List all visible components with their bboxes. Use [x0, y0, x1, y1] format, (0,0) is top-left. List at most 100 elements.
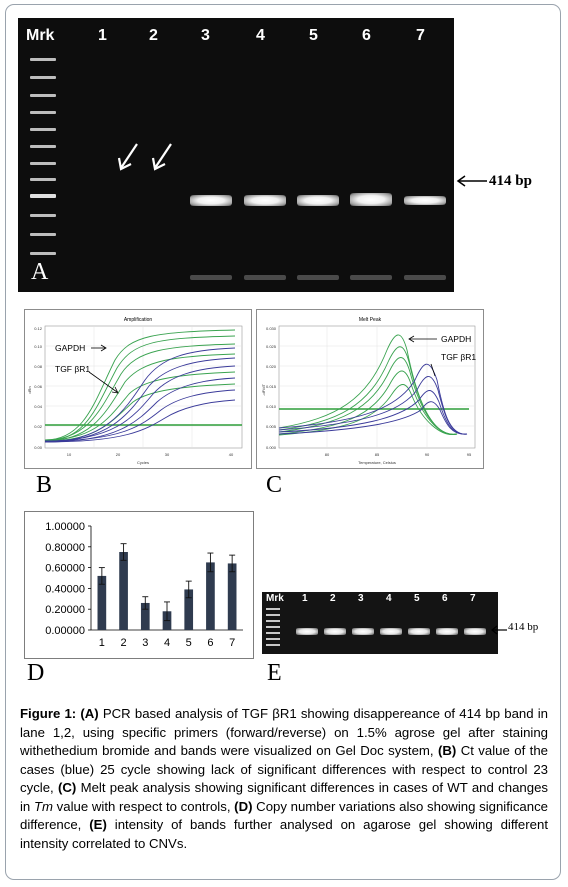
bar	[206, 562, 215, 630]
svg-text:20: 20	[116, 452, 121, 457]
lane-label-2: 2	[149, 27, 158, 44]
lane-label-1: 1	[98, 27, 107, 44]
svg-text:90: 90	[425, 452, 430, 457]
ladder-band	[30, 145, 56, 148]
x-tick-label: 4	[164, 637, 170, 649]
tgfbr1-annotation: TGF βR1	[55, 364, 90, 374]
band-size-label: 414 bp	[489, 173, 532, 189]
caption-text-b: Ct value of the cases (blue) 25 cycle sh…	[20, 743, 548, 795]
melt-peak-plot-panel: Melt Peak 0.000 0.005 0.010 0.015 0.020 …	[256, 309, 484, 469]
svg-text:0.00: 0.00	[34, 445, 43, 450]
caption-tag-c: (C)	[58, 780, 77, 795]
gel-band-lane-7	[464, 628, 486, 635]
svg-text:80: 80	[325, 452, 330, 457]
gel-band-lane-6	[436, 628, 458, 635]
caption-text-a: PCR based analysis of TGF βR1 showing di…	[20, 706, 549, 758]
x-tick-label: 5	[186, 637, 192, 649]
svg-text:0.005: 0.005	[266, 424, 277, 429]
svg-text:0.02: 0.02	[34, 424, 43, 429]
ladder-band	[266, 608, 280, 610]
lane-label-5: 5	[309, 27, 318, 44]
bar	[140, 602, 150, 630]
lane-label-3: 3	[201, 27, 210, 44]
lane-label-4: 4	[386, 593, 392, 604]
caption-tm: Tm	[33, 798, 53, 814]
y-axis-label: -dF/dT	[261, 384, 266, 396]
y-tick-label: 0.80000	[45, 542, 85, 554]
arrow-left-icon	[491, 625, 507, 635]
lane-label-2: 2	[330, 593, 336, 604]
amplification-plot-panel: Amplification 0.00 0.02 0.04 0.06 0.08 0…	[24, 309, 252, 469]
lane-label-5: 5	[414, 593, 420, 604]
svg-text:30: 30	[165, 452, 170, 457]
faint-band	[244, 275, 286, 280]
plot-title: Melt Peak	[359, 317, 382, 323]
gel-band-lane-5	[408, 628, 430, 635]
tgfbr1-curves	[44, 347, 236, 443]
lane-label-6: 6	[442, 593, 448, 604]
gel-image-a: Mrk 1 2 3 4 5 6 7 A	[18, 18, 454, 292]
arrow-left-icon	[456, 175, 487, 187]
lane-label-3: 3	[358, 593, 364, 604]
y-axis-label: dRn	[27, 386, 32, 393]
plot-title: Amplification	[124, 317, 153, 323]
gel-band-lane-7	[404, 196, 446, 205]
gel-band-lane-6	[350, 193, 392, 206]
ladder-band	[30, 162, 56, 165]
caption-lead: Figure 1:	[20, 706, 77, 721]
ladder-band	[30, 252, 56, 255]
panel-letter-a: A	[31, 259, 49, 285]
bar	[227, 563, 237, 630]
svg-text:0.08: 0.08	[34, 364, 43, 369]
ladder-band	[30, 214, 56, 217]
caption-tag-e: (E)	[89, 817, 107, 832]
x-tick-label: 2	[121, 637, 127, 649]
y-tick-label: 0.00000	[45, 625, 85, 637]
panel-letter-b: B	[36, 472, 53, 498]
ladder-band	[30, 58, 56, 61]
x-axis-label: Cycles	[137, 460, 149, 465]
lane-label-mrk: Mrk	[26, 27, 55, 44]
svg-text:0.12: 0.12	[34, 326, 43, 331]
faint-band	[190, 275, 232, 280]
gel-band-lane-3	[190, 195, 232, 206]
svg-text:0.10: 0.10	[34, 344, 43, 349]
gapdh-annotation: GAPDH	[55, 343, 85, 353]
tgfbr1-annotation: TGF βR1	[441, 352, 476, 362]
ladder-band	[266, 638, 280, 640]
svg-text:0.06: 0.06	[34, 384, 43, 389]
svg-text:0.025: 0.025	[266, 344, 277, 349]
lane-label-4: 4	[256, 27, 265, 44]
svg-text:40: 40	[229, 452, 234, 457]
gel-band-lane-5	[297, 195, 339, 206]
svg-text:0.010: 0.010	[266, 404, 277, 409]
ladder-band	[30, 111, 56, 114]
bar	[97, 575, 107, 630]
ladder-band	[266, 620, 280, 622]
y-tick-label: 0.60000	[45, 563, 85, 575]
cnv-bar-chart: 0.00000 0.20000 0.40000 0.60000 0.80000 1.000…	[45, 521, 243, 649]
ladder-band	[266, 626, 280, 628]
caption-tag-b: (B)	[437, 743, 457, 758]
figure-caption: Figure 1: (A) PCR based analysis of TGF …	[20, 705, 548, 853]
faint-band	[404, 275, 446, 280]
x-tick-label: 7	[229, 637, 235, 649]
svg-text:0.04: 0.04	[34, 404, 43, 409]
ladder-band	[30, 94, 56, 97]
x-tick-label: 6	[207, 637, 213, 649]
gel-band-lane-4	[244, 195, 286, 206]
svg-text:10: 10	[67, 452, 72, 457]
lane-label-1: 1	[302, 593, 308, 604]
ladder-band	[266, 614, 280, 616]
figure-frame	[5, 4, 561, 880]
faint-band	[350, 275, 392, 280]
svg-text:0.030: 0.030	[266, 326, 277, 331]
svg-text:95: 95	[467, 452, 472, 457]
gel-image-e: Mrk 1 2 3 4 5 6 7	[262, 592, 498, 654]
y-tick-label: 1.00000	[45, 521, 85, 533]
tgfbr1-melt-curves	[278, 363, 468, 435]
lane-label-6: 6	[362, 27, 371, 44]
lane-label-7: 7	[470, 593, 476, 604]
ladder-band	[266, 632, 280, 634]
gel-band-lane-4	[380, 628, 402, 635]
